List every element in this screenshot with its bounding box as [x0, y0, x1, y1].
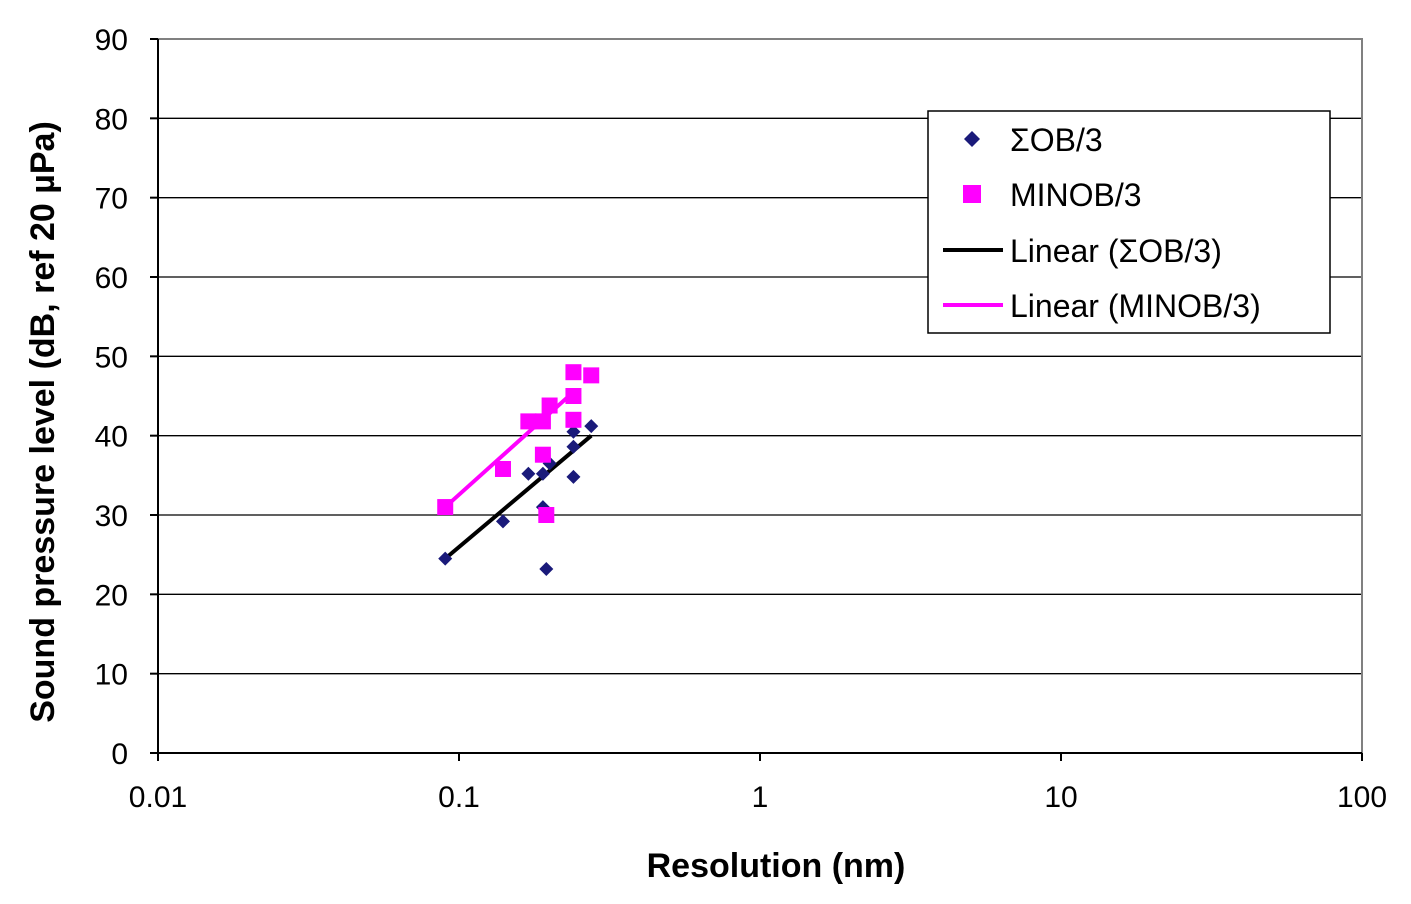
x-tick-label: 1 — [752, 781, 769, 814]
point-sigma-ob — [539, 561, 554, 576]
point-minob — [565, 388, 582, 404]
y-tick-label: 60 — [95, 262, 128, 295]
legend-label: MINOB/3 — [1010, 177, 1142, 213]
point-minob — [583, 367, 600, 384]
y-tick-label: 80 — [95, 103, 128, 136]
y-tick-label: 20 — [95, 579, 128, 612]
y-axis-title: Sound pressure level (dB, ref 20 µPa) — [24, 121, 62, 723]
legend-label: Linear (MINOB/3) — [1010, 288, 1261, 324]
legend-marker — [964, 131, 980, 147]
point-sigma-ob — [521, 466, 536, 481]
x-tick-label: 0.1 — [438, 781, 480, 814]
point-minob — [534, 446, 551, 463]
point-minob — [437, 499, 454, 516]
point-minob — [520, 413, 537, 430]
point-sigma-ob — [566, 469, 581, 484]
point-sigma-ob — [566, 424, 581, 439]
point-sigma-ob — [566, 439, 581, 454]
point-minob — [565, 364, 582, 381]
legend-label: Linear (ΣOB/3) — [1010, 233, 1222, 269]
y-tick-label: 70 — [95, 183, 128, 216]
y-tick-label: 30 — [95, 500, 128, 533]
y-tick-label: 10 — [95, 659, 128, 692]
point-minob — [534, 413, 551, 430]
y-tick-label: 40 — [95, 421, 128, 454]
x-tick-label: 10 — [1044, 781, 1077, 814]
x-tick-label: 0.01 — [129, 781, 187, 814]
point-minob — [541, 397, 558, 414]
axes: 0 10 20 30 40 50 60 70 80 90 0.01 0.1 1 10 100 — [95, 24, 1387, 814]
y-tick-label: 0 — [111, 738, 128, 771]
point-sigma-ob — [438, 551, 453, 566]
x-axis-title: Resolution (nm) — [647, 847, 906, 885]
data-points — [437, 364, 600, 576]
point-sigma-ob — [535, 466, 550, 481]
y-tick-label: 90 — [95, 24, 128, 57]
point-minob — [538, 507, 555, 523]
y-tick-label: 50 — [95, 341, 128, 374]
legend-label: ΣOB/3 — [1010, 122, 1103, 158]
legend-marker — [963, 185, 981, 203]
point-sigma-ob — [584, 419, 599, 434]
point-minob — [494, 460, 511, 477]
trendline-2 — [443, 434, 593, 561]
point-minob — [565, 411, 582, 428]
x-tick-label: 100 — [1337, 781, 1387, 814]
legend-box — [927, 110, 1331, 334]
legend: ΣOB/3 MINOB/3 Linear (ΣOB/3) Linear (MINOB/… — [927, 110, 1331, 334]
point-sigma-ob — [495, 514, 510, 529]
